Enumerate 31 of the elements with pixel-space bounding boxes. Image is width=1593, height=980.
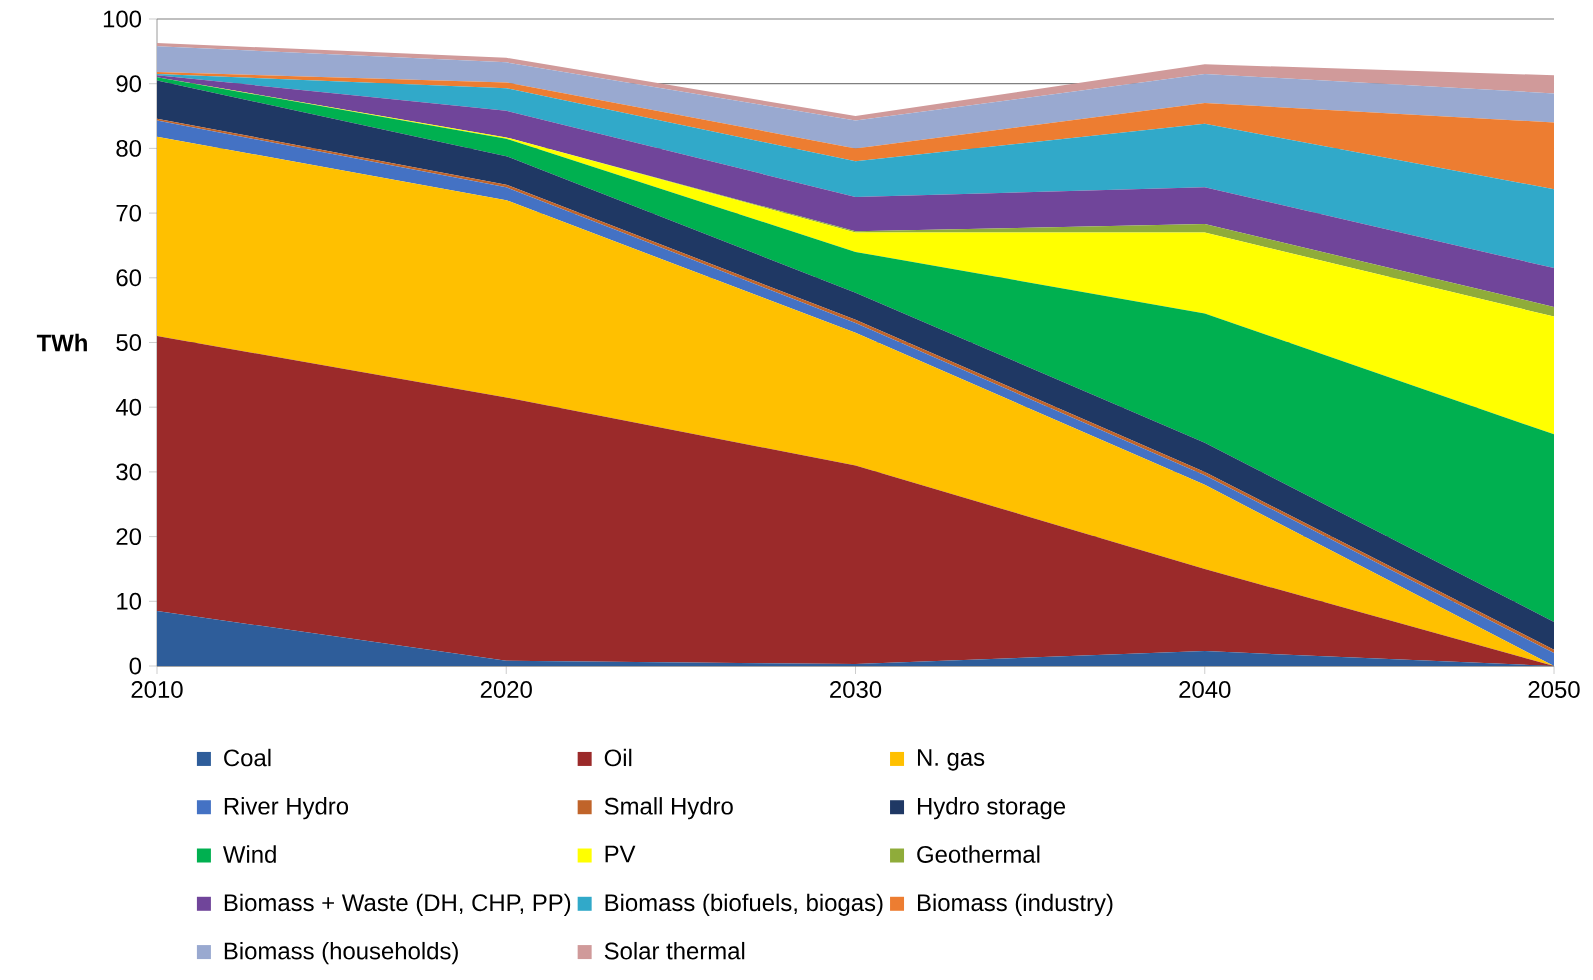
y-tick-label: 20 bbox=[116, 528, 142, 546]
y-tick-label: 90 bbox=[116, 75, 142, 93]
legend-label: Geothermal bbox=[917, 845, 1040, 863]
legend-label: N. gas bbox=[917, 749, 985, 771]
legend-label: Biomass (industry) bbox=[917, 893, 1113, 916]
y-tick-label: 10 bbox=[117, 592, 142, 610]
legend-label: PV bbox=[605, 845, 636, 863]
y-axis-title: TWh bbox=[36, 333, 87, 352]
legend-label: Small Hydro bbox=[604, 797, 733, 820]
legend-label: Hydro storage bbox=[917, 797, 1066, 820]
legend-label: River Hydro bbox=[224, 797, 349, 820]
x-tick-label: 2030 bbox=[830, 681, 882, 698]
y-tick-label: 60 bbox=[116, 269, 142, 287]
y-tick-label: 40 bbox=[115, 398, 142, 416]
legend-label: Coal bbox=[224, 748, 271, 767]
x-tick-label: 2050 bbox=[1528, 681, 1580, 698]
legend-label: Oil bbox=[604, 748, 632, 767]
legend-label: Wind bbox=[222, 845, 276, 863]
y-tick-label: 30 bbox=[116, 463, 142, 481]
x-tick-label: 2040 bbox=[1179, 681, 1231, 698]
legend-label: Biomass (households) bbox=[224, 941, 458, 965]
y-tick-label: 100 bbox=[103, 10, 142, 28]
x-tick-label: 2010 bbox=[131, 681, 183, 698]
y-tick-label: 80 bbox=[116, 139, 142, 157]
legend-label: Biomass + Waste (DH, CHP, PP) bbox=[224, 893, 571, 916]
x-tick-label: 2020 bbox=[480, 681, 532, 698]
y-tick-label: 0 bbox=[129, 657, 142, 675]
y-tick-label: 50 bbox=[116, 334, 142, 351]
legend-label: Solar thermal bbox=[604, 941, 745, 960]
legend-label: Biomass (biofuels, biogas) bbox=[605, 893, 883, 916]
y-tick-label: 70 bbox=[116, 204, 142, 222]
